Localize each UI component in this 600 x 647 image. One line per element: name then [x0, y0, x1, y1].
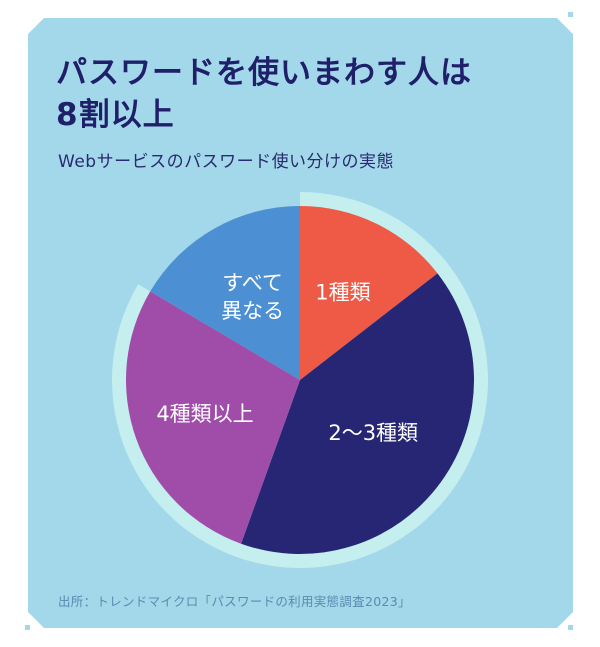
card-corner-cut — [557, 612, 573, 628]
corner-dot — [568, 625, 573, 630]
card-corner-cut — [557, 18, 573, 34]
corner-dot — [568, 12, 573, 17]
chart-title-line: 8割以上 — [56, 97, 175, 133]
chart-title: パスワードを使いまわす人は 8割以上 — [56, 52, 536, 136]
card-corner-cut — [28, 18, 44, 34]
source-note: 出所：トレンドマイクロ「パスワードの利用実態調査2023」 — [58, 594, 411, 609]
pie-slice — [150, 206, 300, 380]
chart-title-line: パスワードを使いまわす人は — [56, 55, 472, 91]
card-corner-cut — [28, 612, 44, 628]
pie-slice — [241, 273, 475, 554]
slice-label: 4種類以上 — [156, 402, 253, 426]
slice-label: 2〜3種類 — [328, 421, 418, 445]
corner-dot — [25, 625, 30, 630]
slice-label: 1種類 — [315, 281, 370, 305]
pie-slice — [300, 206, 438, 380]
slice-label: すべて異なる — [221, 271, 284, 323]
chart-subtitle: Webサービスのパスワード使い分けの実態 — [58, 152, 395, 172]
pie-slice — [126, 291, 301, 544]
